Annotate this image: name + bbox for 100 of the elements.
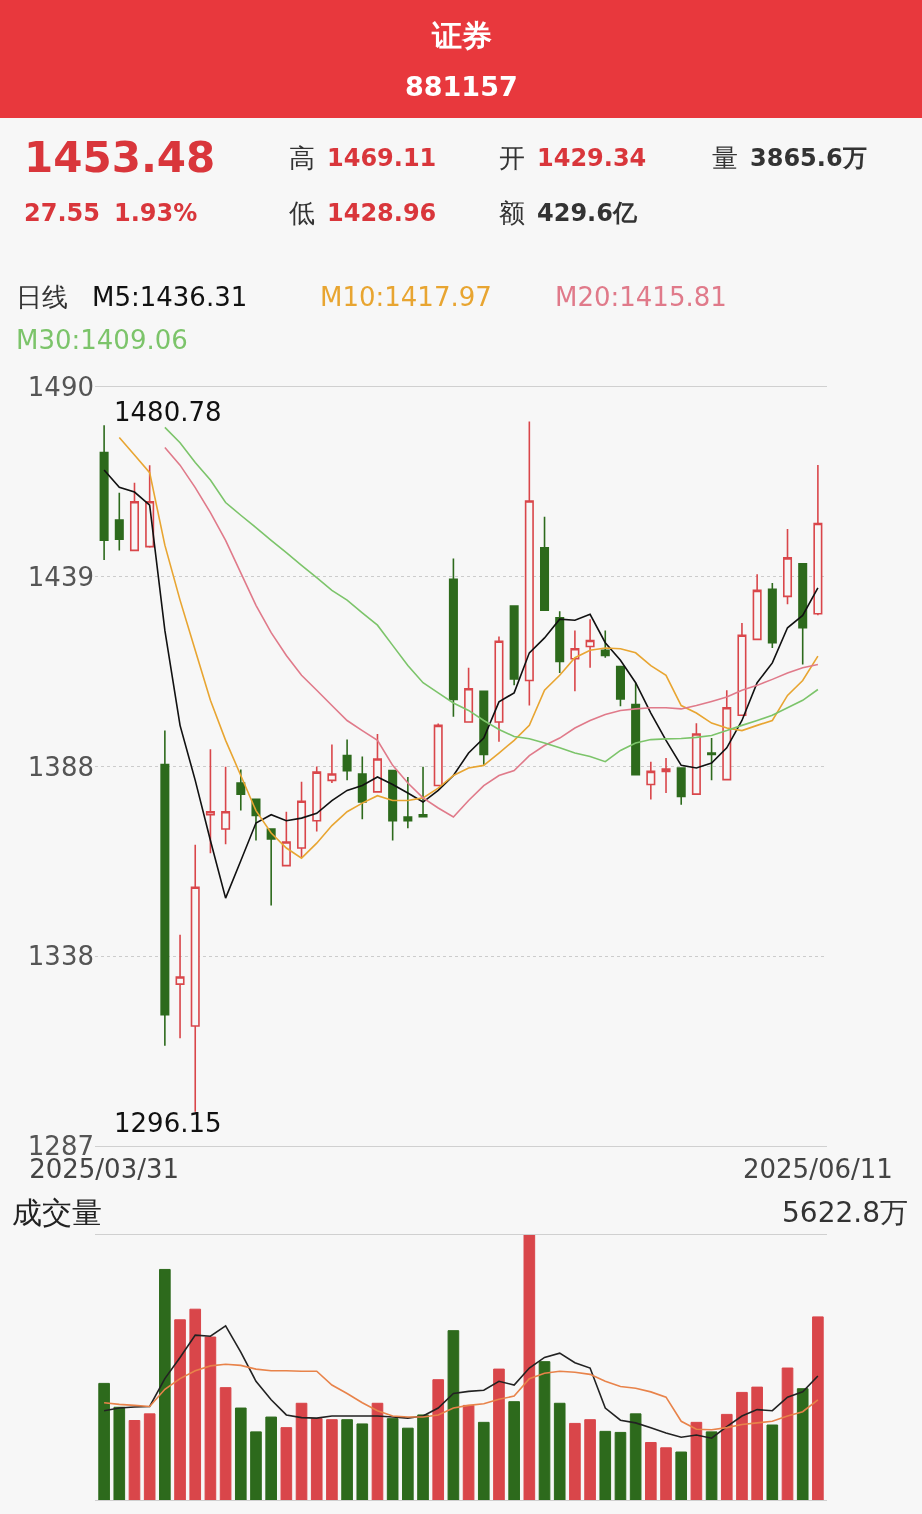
- candlestick: [767, 582, 777, 649]
- candlestick: [464, 666, 474, 723]
- bar: [553, 1402, 566, 1500]
- candlestick: [524, 420, 534, 707]
- bar: [447, 1330, 460, 1500]
- candlestick: [403, 776, 413, 829]
- bar: [751, 1386, 763, 1500]
- text: 低: [289, 198, 315, 228]
- candlestick: [585, 618, 595, 669]
- line-series: [164, 446, 819, 818]
- bar: [326, 1419, 338, 1500]
- y-tick-label: 1490: [27, 372, 94, 403]
- bar: [766, 1424, 779, 1500]
- bar: [538, 1361, 551, 1500]
- candlestick: [433, 722, 443, 787]
- text: 1.93%: [114, 199, 198, 227]
- candlestick: [342, 738, 352, 782]
- text: 5622.8万: [782, 1196, 908, 1229]
- candlestick: [99, 424, 109, 561]
- bar: [720, 1413, 733, 1500]
- text: M10:1417.97: [320, 282, 492, 312]
- text: 1469.11: [327, 144, 437, 172]
- y-tick-label: 1439: [27, 561, 94, 592]
- candlestick: [479, 690, 489, 766]
- bar: [599, 1430, 612, 1500]
- candlestick: [722, 689, 732, 781]
- bar: [174, 1319, 186, 1500]
- chart-title: 证券: [431, 18, 492, 53]
- bar: [402, 1427, 414, 1500]
- bar: [705, 1431, 718, 1500]
- chart-title: 成交量: [12, 1195, 102, 1230]
- bar: [143, 1413, 156, 1500]
- candlestick: [327, 743, 337, 784]
- bar: [128, 1420, 141, 1500]
- text: 1428.96: [327, 199, 437, 227]
- bar: [675, 1451, 688, 1500]
- bar: [189, 1308, 202, 1500]
- candlestick: [676, 767, 686, 806]
- x-tick-label: 2025/06/11: [742, 1154, 893, 1185]
- candlestick: [570, 629, 580, 693]
- bar: [371, 1402, 384, 1500]
- bar: [432, 1379, 445, 1500]
- bar: [614, 1431, 627, 1500]
- bar: [584, 1419, 596, 1500]
- bar: [113, 1406, 126, 1500]
- bar: [629, 1413, 642, 1500]
- candlestick: [357, 755, 367, 821]
- candlestick: [297, 781, 307, 859]
- candlestick: [129, 481, 140, 552]
- candlestick: [266, 828, 276, 907]
- text: 1429.34: [537, 144, 647, 172]
- candlestick: [494, 635, 504, 743]
- candlestick: [312, 765, 322, 833]
- bar: [159, 1268, 171, 1500]
- candlestick: [600, 629, 610, 659]
- bar: [250, 1431, 262, 1500]
- candlestick: [114, 492, 124, 552]
- bar: [386, 1418, 399, 1500]
- candlestick: [175, 933, 185, 1040]
- text: 1453.48: [24, 133, 216, 182]
- bar: [234, 1407, 247, 1500]
- bar: [341, 1419, 353, 1500]
- candlestick: [221, 766, 231, 846]
- candlestick: [707, 737, 717, 782]
- bar: [690, 1421, 703, 1500]
- bar: [523, 1235, 536, 1500]
- bar: [477, 1421, 490, 1500]
- candlestick: [691, 722, 701, 795]
- bar: [356, 1423, 369, 1500]
- y-tick-label: 1388: [27, 751, 94, 782]
- bar: [781, 1367, 794, 1500]
- bar: [569, 1422, 581, 1500]
- bar: [417, 1414, 429, 1500]
- candlestick: [205, 748, 215, 855]
- bar: [219, 1387, 232, 1500]
- bar: [736, 1391, 748, 1500]
- candlestick: [448, 557, 458, 718]
- bar: [645, 1441, 657, 1500]
- bar: [796, 1388, 809, 1500]
- candlestick: [388, 769, 398, 842]
- candlestick: [160, 729, 170, 1047]
- candlestick: [798, 563, 808, 666]
- candlestick: [555, 610, 565, 674]
- bar: [265, 1416, 277, 1500]
- candlestick: [418, 766, 428, 818]
- line-series: [164, 426, 819, 763]
- candlestick: [661, 757, 671, 794]
- chart-subtitle: 881157: [405, 71, 518, 102]
- text: 高: [289, 143, 315, 173]
- text: M20:1415.81: [555, 282, 727, 312]
- bar: [98, 1382, 110, 1500]
- bar: [204, 1336, 217, 1500]
- line-series: [118, 436, 819, 859]
- candlestick: [631, 681, 641, 776]
- candlestick: [752, 573, 762, 641]
- line-series: [103, 469, 819, 899]
- text: 429.6亿: [537, 199, 638, 227]
- bar: [812, 1316, 824, 1500]
- candlestick: [646, 760, 656, 801]
- text: M30:1409.06: [16, 325, 188, 355]
